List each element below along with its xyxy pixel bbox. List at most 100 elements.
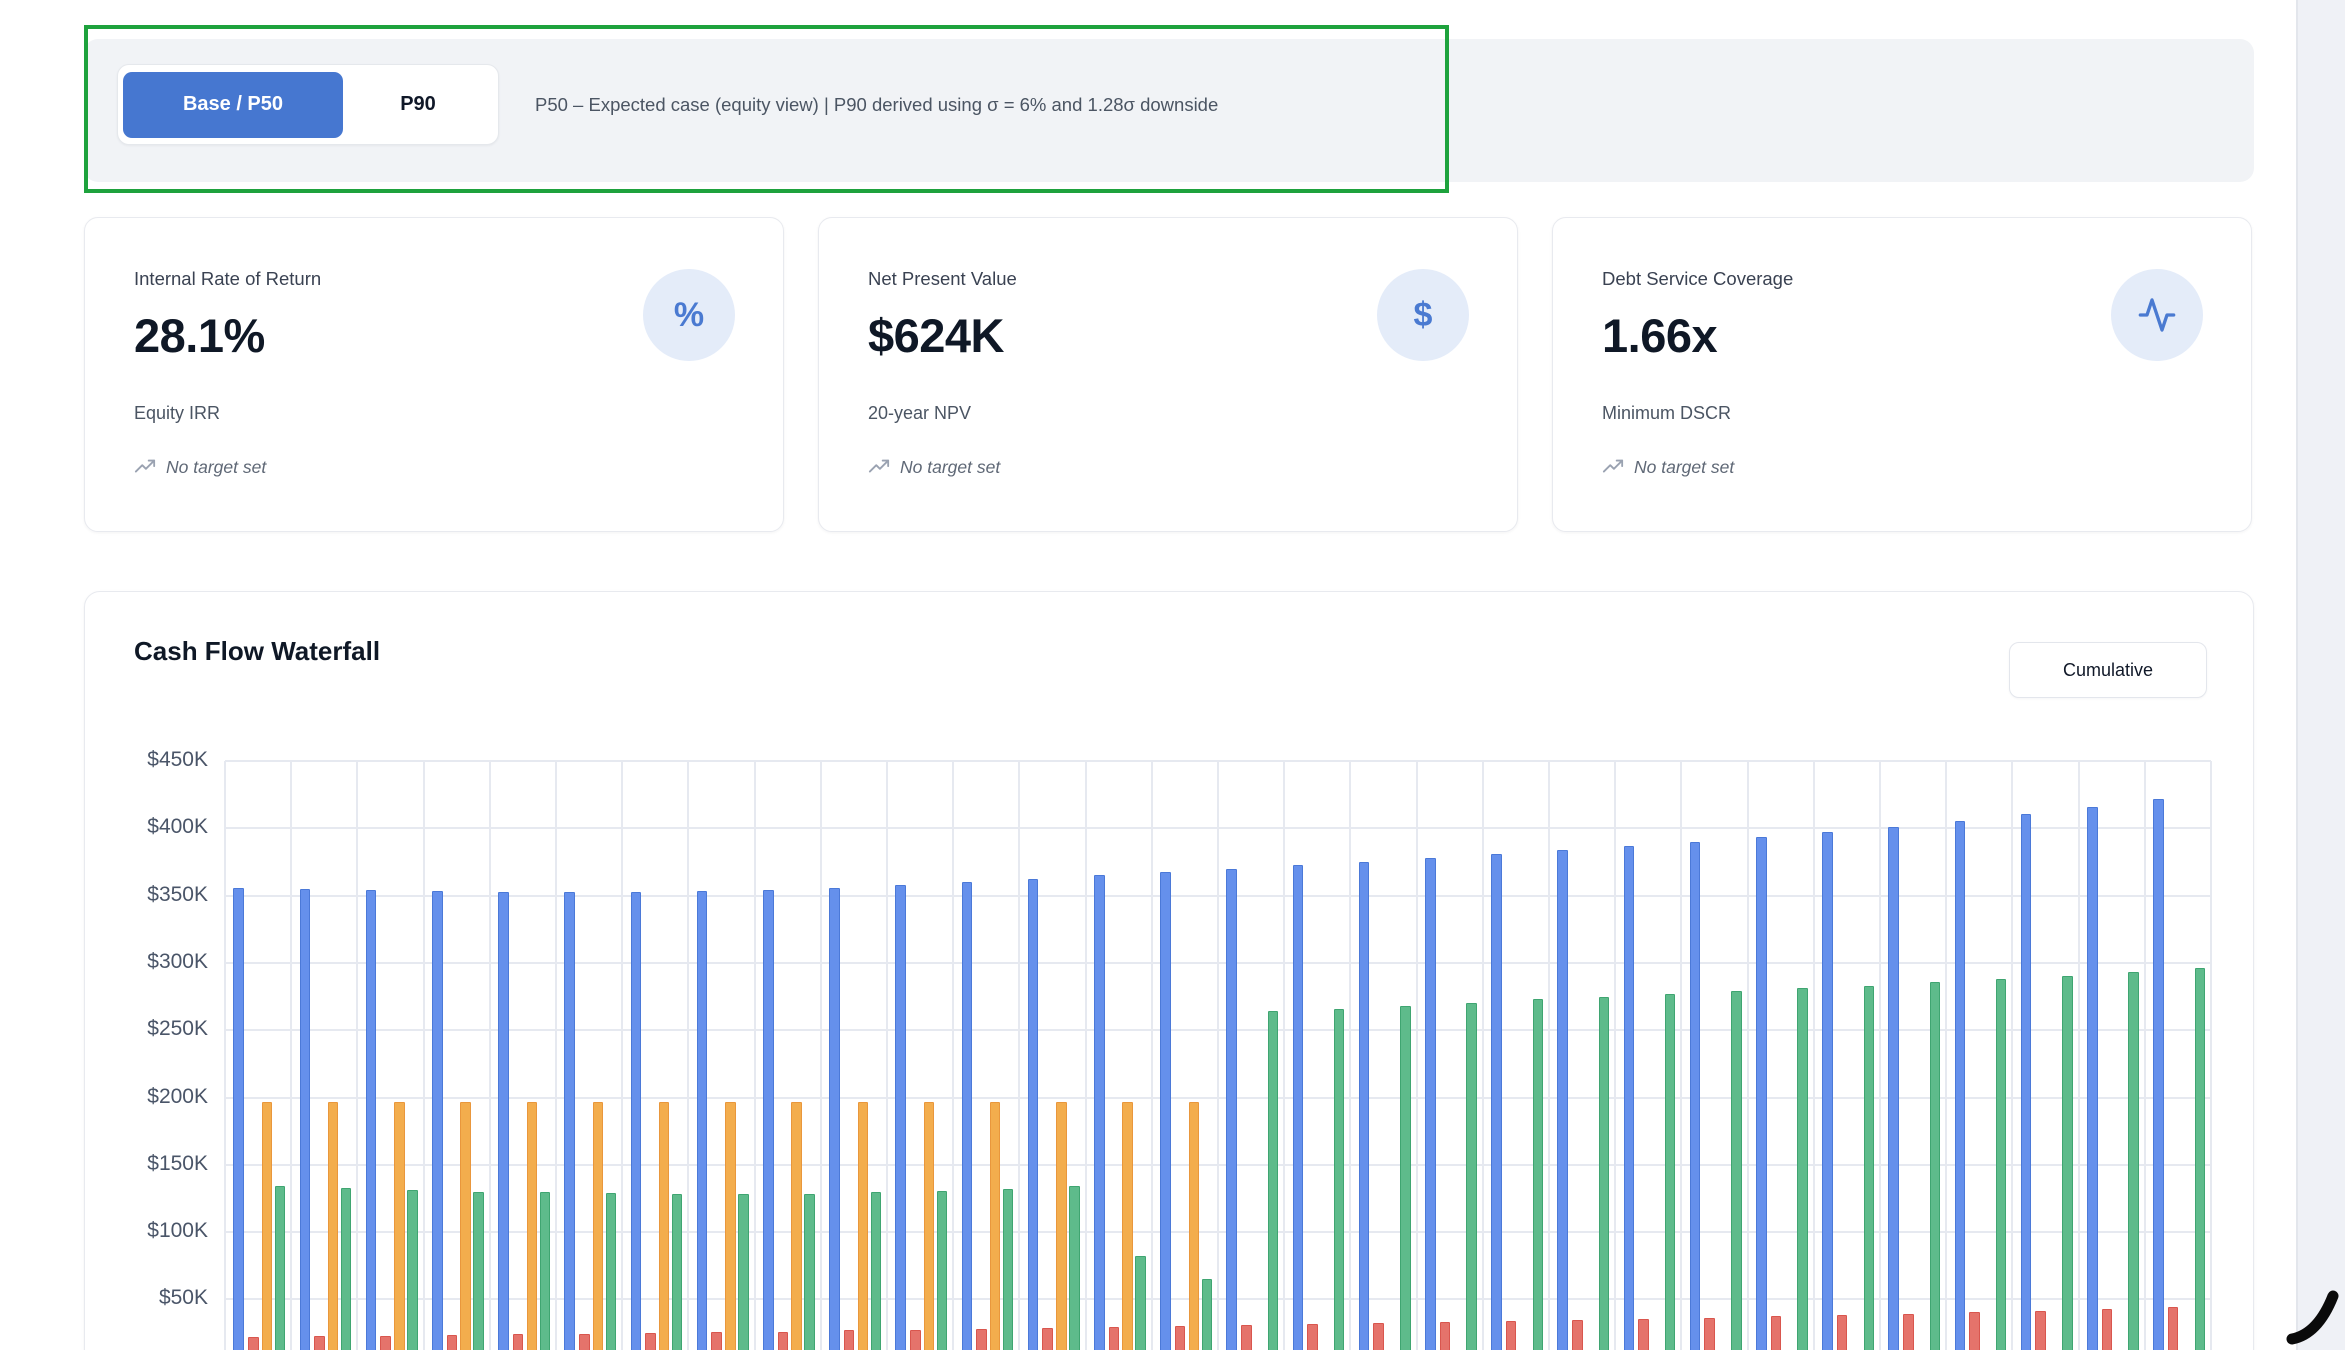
bar-blue-year-30[interactable] — [2153, 799, 2164, 1350]
bar-orange-year-9[interactable] — [791, 1101, 802, 1350]
bar-blue-year-1[interactable] — [233, 887, 244, 1350]
bar-orange-year-12[interactable] — [989, 1101, 1001, 1350]
bar-orange-year-3[interactable] — [394, 1101, 405, 1350]
bar-blue-year-8[interactable] — [696, 890, 708, 1350]
bar-orange-year-6[interactable] — [592, 1101, 604, 1350]
bar-orange-year-1[interactable] — [261, 1101, 273, 1350]
bar-red-year-7[interactable] — [645, 1333, 656, 1350]
bar-green-year-9[interactable] — [804, 1193, 815, 1350]
bar-orange-year-7[interactable] — [658, 1101, 670, 1350]
bar-green-year-19[interactable] — [1466, 1003, 1477, 1350]
bar-blue-year-20[interactable] — [1491, 853, 1502, 1350]
bar-green-year-18[interactable] — [1400, 1005, 1411, 1350]
bar-blue-year-4[interactable] — [432, 890, 443, 1350]
bar-red-year-15[interactable] — [1174, 1326, 1186, 1350]
bar-blue-year-25[interactable] — [1822, 832, 1833, 1350]
bar-red-year-17[interactable] — [1307, 1324, 1318, 1350]
bar-green-year-17[interactable] — [1333, 1008, 1345, 1350]
bar-green-year-22[interactable] — [1664, 993, 1676, 1350]
bar-blue-year-17[interactable] — [1292, 865, 1304, 1350]
bar-green-year-12[interactable] — [1002, 1189, 1014, 1350]
bar-blue-year-19[interactable] — [1425, 857, 1436, 1350]
bar-blue-year-13[interactable] — [1027, 878, 1039, 1350]
bar-red-year-30[interactable] — [2167, 1307, 2179, 1350]
bar-red-year-23[interactable] — [1704, 1317, 1715, 1350]
bar-green-year-3[interactable] — [407, 1190, 418, 1350]
bar-red-year-4[interactable] — [446, 1335, 458, 1350]
bar-blue-year-27[interactable] — [1954, 820, 1966, 1350]
bar-green-year-21[interactable] — [1598, 996, 1610, 1350]
bar-green-year-6[interactable] — [605, 1193, 617, 1350]
bar-green-year-29[interactable] — [2128, 972, 2139, 1350]
bar-red-year-22[interactable] — [1638, 1318, 1649, 1350]
bar-blue-year-16[interactable] — [1226, 868, 1237, 1350]
bar-blue-year-3[interactable] — [365, 890, 377, 1350]
bar-orange-year-5[interactable] — [526, 1101, 537, 1350]
bar-green-year-23[interactable] — [1731, 991, 1742, 1350]
bar-red-year-27[interactable] — [1969, 1312, 1980, 1350]
bar-orange-year-2[interactable] — [327, 1101, 339, 1350]
bar-blue-year-2[interactable] — [299, 888, 311, 1350]
bar-red-year-16[interactable] — [1241, 1324, 1252, 1350]
bar-green-year-1[interactable] — [274, 1185, 286, 1350]
bar-red-year-11[interactable] — [910, 1329, 921, 1350]
bar-red-year-2[interactable] — [314, 1336, 325, 1350]
bar-blue-year-21[interactable] — [1557, 849, 1568, 1350]
bar-blue-year-18[interactable] — [1358, 861, 1370, 1350]
bar-red-year-6[interactable] — [579, 1333, 590, 1350]
bar-green-year-16[interactable] — [1267, 1011, 1279, 1350]
bar-green-year-10[interactable] — [870, 1192, 881, 1350]
bar-blue-year-7[interactable] — [630, 891, 642, 1350]
bar-red-year-14[interactable] — [1108, 1326, 1120, 1350]
bar-blue-year-22[interactable] — [1623, 845, 1635, 1350]
bar-blue-year-10[interactable] — [829, 887, 840, 1350]
bar-green-year-15[interactable] — [1201, 1279, 1212, 1350]
bar-orange-year-11[interactable] — [923, 1101, 935, 1350]
bar-green-year-27[interactable] — [1995, 979, 2007, 1350]
bar-green-year-11[interactable] — [936, 1191, 948, 1350]
bar-green-year-2[interactable] — [340, 1188, 352, 1350]
bar-red-year-24[interactable] — [1770, 1316, 1782, 1350]
bar-green-year-28[interactable] — [2062, 976, 2073, 1350]
bar-red-year-21[interactable] — [1572, 1319, 1583, 1350]
bar-red-year-9[interactable] — [777, 1331, 789, 1350]
bar-blue-year-26[interactable] — [1888, 826, 1899, 1350]
plot-area[interactable] — [224, 760, 2212, 1350]
bar-orange-year-13[interactable] — [1056, 1101, 1067, 1350]
bar-red-year-13[interactable] — [1042, 1327, 1053, 1350]
bar-red-year-1[interactable] — [248, 1337, 259, 1350]
bar-blue-year-12[interactable] — [961, 882, 973, 1350]
bar-red-year-28[interactable] — [2035, 1310, 2046, 1350]
bar-blue-year-6[interactable] — [564, 891, 575, 1350]
bar-orange-year-15[interactable] — [1188, 1101, 1199, 1350]
bar-red-year-3[interactable] — [380, 1335, 391, 1350]
bar-green-year-26[interactable] — [1929, 981, 1941, 1350]
bar-green-year-25[interactable] — [1863, 985, 1874, 1350]
bar-blue-year-11[interactable] — [895, 884, 906, 1350]
bar-green-year-20[interactable] — [1532, 999, 1543, 1350]
bar-orange-year-4[interactable] — [460, 1101, 471, 1350]
bar-blue-year-29[interactable] — [2087, 806, 2098, 1350]
bar-red-year-5[interactable] — [512, 1334, 524, 1350]
bar-blue-year-5[interactable] — [498, 891, 509, 1350]
bar-orange-year-14[interactable] — [1122, 1101, 1133, 1350]
bar-blue-year-9[interactable] — [763, 889, 774, 1350]
bar-green-year-30[interactable] — [2194, 968, 2205, 1350]
bar-green-year-13[interactable] — [1069, 1186, 1080, 1350]
bar-green-year-14[interactable] — [1135, 1256, 1146, 1350]
toggle-p90-button[interactable]: P90 — [343, 72, 493, 138]
bar-red-year-20[interactable] — [1505, 1320, 1517, 1350]
bar-red-year-19[interactable] — [1439, 1322, 1451, 1350]
bar-green-year-24[interactable] — [1797, 988, 1808, 1350]
bar-green-year-4[interactable] — [473, 1191, 484, 1350]
bar-red-year-26[interactable] — [1903, 1313, 1914, 1350]
cumulative-button[interactable]: Cumulative — [2009, 642, 2207, 698]
bar-blue-year-14[interactable] — [1094, 875, 1105, 1350]
bar-red-year-12[interactable] — [976, 1329, 987, 1350]
bar-green-year-7[interactable] — [671, 1193, 683, 1350]
toggle-base-p50-button[interactable]: Base / P50 — [123, 71, 343, 138]
bar-red-year-18[interactable] — [1373, 1322, 1384, 1350]
bar-red-year-25[interactable] — [1836, 1314, 1848, 1350]
bar-blue-year-15[interactable] — [1160, 872, 1171, 1350]
bar-red-year-29[interactable] — [2101, 1309, 2113, 1350]
